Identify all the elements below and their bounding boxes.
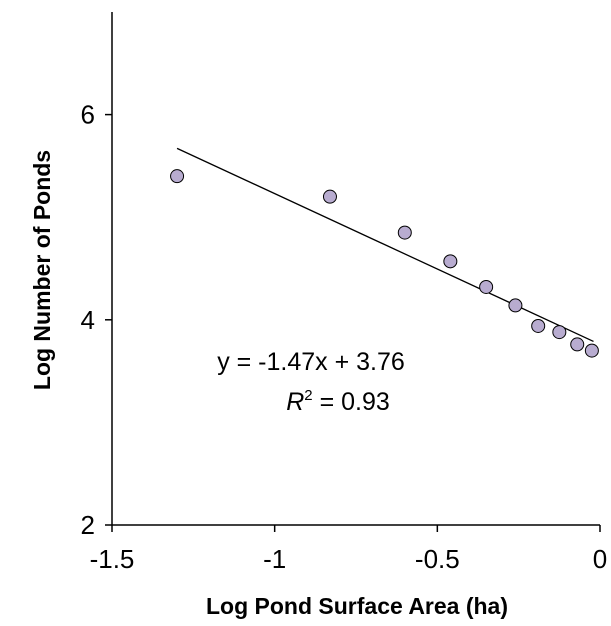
x-tick-label: -1 (263, 544, 286, 574)
r2-superscript: 2 (304, 387, 312, 404)
x-ticks: -1.5 -1 -0.5 0 (90, 525, 607, 574)
data-point (322, 189, 337, 204)
data-points (170, 169, 599, 358)
y-axis-title: Log Number of Ponds (29, 150, 55, 390)
data-point (443, 254, 458, 269)
r2-symbol: R (286, 388, 304, 416)
trendline-equation: y = -1.47x + 3.76 (217, 348, 405, 376)
y-tick-label: 4 (81, 305, 95, 335)
x-tick-label: -0.5 (415, 544, 460, 574)
data-point (570, 337, 585, 352)
x-axis-title: Log Pond Surface Area (ha) (206, 593, 508, 619)
data-point (508, 298, 523, 313)
y-tick-label: 6 (81, 100, 95, 130)
data-point (397, 225, 412, 240)
x-tick-label: 0 (593, 544, 607, 574)
r-squared-label: R2 = 0.93 (286, 387, 390, 416)
data-point (170, 169, 185, 184)
data-point (552, 325, 567, 340)
x-tick-label: -1.5 (90, 544, 135, 574)
data-point (584, 343, 599, 358)
axes (111, 12, 600, 526)
data-point (531, 318, 546, 333)
trendline (176, 147, 594, 342)
r2-value: = 0.93 (313, 388, 390, 416)
y-tick-label: 2 (81, 510, 95, 540)
data-point (479, 279, 494, 294)
y-ticks: 2 4 6 (81, 100, 112, 540)
